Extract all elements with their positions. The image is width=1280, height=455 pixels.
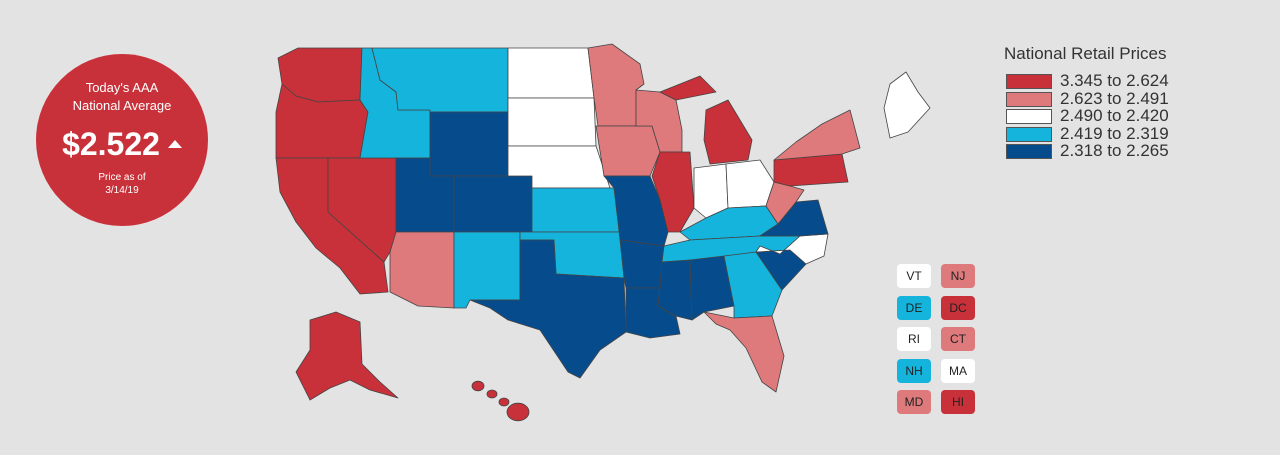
state-box-hi[interactable]: HI xyxy=(941,390,975,414)
legend-label: 2.318 to 2.265 xyxy=(1060,141,1169,160)
state-NY[interactable] xyxy=(773,109,861,161)
legend-title: National Retail Prices xyxy=(1004,44,1167,63)
national-average-price: $2.522 xyxy=(36,126,208,162)
state-box-nj[interactable]: NJ xyxy=(941,264,975,288)
state-TX[interactable] xyxy=(469,239,627,379)
state-MI[interactable] xyxy=(659,75,753,165)
up-arrow-icon xyxy=(167,139,182,148)
state-NM[interactable] xyxy=(453,231,521,309)
state-OH[interactable] xyxy=(725,159,775,209)
state-box-ma[interactable]: MA xyxy=(941,358,975,383)
badge-title-line1: Today's AAA xyxy=(85,80,159,95)
price-date-label: Price as of xyxy=(98,172,146,183)
state-ND[interactable] xyxy=(507,47,595,99)
state-AL[interactable] xyxy=(689,255,735,321)
state-box-ri[interactable]: RI xyxy=(897,327,931,351)
price-date: 3/14/19 xyxy=(105,185,139,196)
national-average-badge: Today's AAA National Average $2.522 Pric… xyxy=(36,54,208,226)
legend-swatch xyxy=(1006,144,1052,159)
state-IL[interactable] xyxy=(651,151,695,233)
legend-label: 2.623 to 2.491 xyxy=(1060,88,1169,108)
legend-label: 2.419 to 2.319 xyxy=(1060,123,1169,143)
state-NC[interactable] xyxy=(755,233,829,265)
state-AZ[interactable] xyxy=(389,231,455,309)
state-CO[interactable] xyxy=(453,175,533,233)
state-AR[interactable] xyxy=(619,239,665,289)
state-IA[interactable] xyxy=(595,125,661,177)
legend-swatch xyxy=(1006,126,1052,142)
state-SD[interactable] xyxy=(507,97,597,147)
state-box-md[interactable]: MD xyxy=(897,390,931,414)
legend-label: 2.490 to 2.420 xyxy=(1060,106,1169,125)
state-box-de[interactable]: DE xyxy=(897,295,931,320)
state-box-ct[interactable]: CT xyxy=(941,327,975,351)
badge-title-line2: National Average xyxy=(72,98,172,113)
hawaii-island[interactable] xyxy=(506,402,530,422)
state-ME[interactable] xyxy=(883,71,931,139)
hawaii-island[interactable] xyxy=(486,389,498,399)
state-WY[interactable] xyxy=(429,111,509,177)
hawaii-island[interactable] xyxy=(498,397,510,407)
state-box-dc[interactable]: DC xyxy=(941,295,975,320)
state-box-vt[interactable]: VT xyxy=(897,264,931,288)
state-box-nh[interactable]: NH xyxy=(897,358,931,383)
state-FL[interactable] xyxy=(703,311,785,393)
state-MO[interactable] xyxy=(603,175,669,247)
legend-label: 3.345 to 2.624 xyxy=(1060,71,1169,90)
hawaii-island[interactable] xyxy=(471,380,485,392)
state-KS[interactable] xyxy=(531,187,621,233)
legend-swatch xyxy=(1006,109,1052,124)
legend-swatch xyxy=(1006,74,1052,89)
state-AK[interactable] xyxy=(295,311,399,401)
legend-swatch xyxy=(1006,91,1052,107)
